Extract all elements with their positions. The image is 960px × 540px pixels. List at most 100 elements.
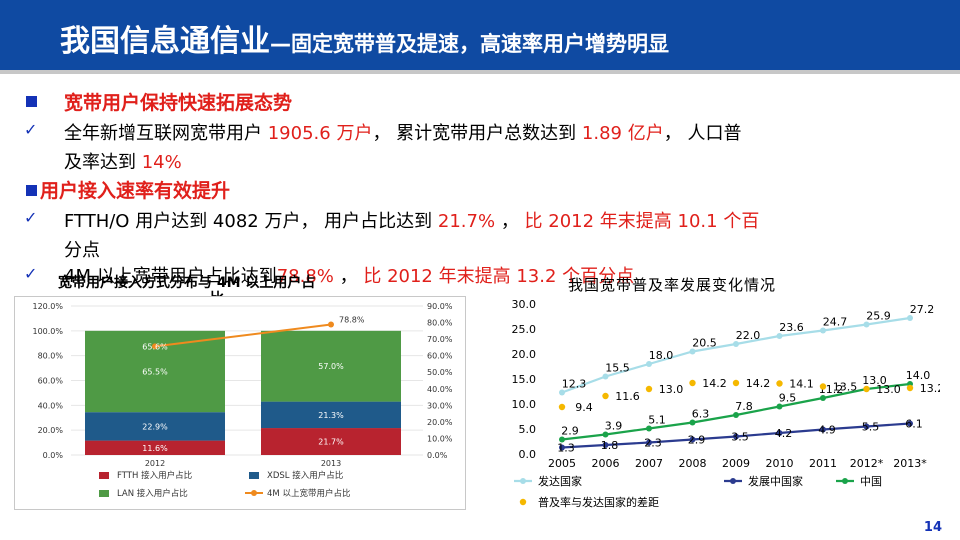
right-chart-title: 我国宽带普及率发展变化情况 bbox=[568, 276, 777, 294]
bullet-text-4m: 4M 以上宽带用户占比达到78.8% ， 比 2012 年末提高 13.2 个百… bbox=[64, 262, 634, 288]
x-tick-label: 2008 bbox=[679, 457, 707, 470]
data-label: 4.2 bbox=[775, 427, 793, 440]
series-point bbox=[646, 361, 652, 367]
highlight-total-users: 1.89 亿户 bbox=[581, 123, 664, 144]
gap-label: 13.5 bbox=[833, 381, 858, 394]
line-4m-point bbox=[152, 343, 158, 350]
data-label: 6.1 bbox=[905, 418, 923, 431]
highlight-penetration: 14% bbox=[141, 152, 182, 173]
legend-label: LAN 接入用户占比 bbox=[117, 488, 188, 499]
check-bullet-icon: ✓ bbox=[24, 208, 38, 227]
bullet-text-penetration: 及率达到 14% bbox=[64, 148, 182, 174]
page-number: 14 bbox=[923, 520, 942, 535]
x-tick-label: 2012* bbox=[850, 457, 884, 470]
line-4m-point bbox=[328, 321, 334, 328]
y2-tick-label: 10.0% bbox=[427, 434, 453, 443]
bullet-text-ftth: FTTH/O 用户达到 4082 万户， 用户占比达到 21.7% ， 比 20… bbox=[64, 207, 759, 233]
bar-value-label: 11.6% bbox=[142, 444, 168, 453]
gap-label: 14.1 bbox=[789, 378, 814, 391]
y-tick-label: 20.0% bbox=[38, 426, 64, 435]
series-point bbox=[863, 321, 870, 328]
series-point bbox=[820, 426, 826, 433]
line-4m-label: 65.6% bbox=[142, 342, 168, 351]
gap-point bbox=[776, 380, 783, 387]
highlight-new-users: 1905.6 万户 bbox=[267, 123, 373, 144]
gap-label: 14.2 bbox=[702, 377, 727, 390]
bullet-heading-speed: 用户接入速率有效提升 bbox=[40, 180, 231, 202]
series-point bbox=[602, 442, 609, 448]
data-label: 25.9 bbox=[866, 310, 891, 323]
gap-label: 9.4 bbox=[575, 401, 593, 414]
text-segment: 4M 以上宽带用户占比达到 bbox=[64, 266, 277, 287]
legend-label: 普及率与发达国家的差距 bbox=[538, 495, 659, 509]
legend-swatch-dot bbox=[842, 478, 848, 484]
x-tick-label: 2009 bbox=[722, 457, 750, 470]
bar-value-label: 22.9% bbox=[142, 422, 168, 431]
legend-label: 中国 bbox=[860, 475, 882, 488]
data-label: 14.0 bbox=[906, 369, 931, 382]
series-point bbox=[907, 420, 913, 427]
legend-label: FTTH 接入用户占比 bbox=[117, 470, 192, 481]
series-point bbox=[559, 436, 565, 443]
penetration-trend-chart: 0.0 5.0 10.0 15.0 20.0 25.0 30.0 2005 2006 2007 20… bbox=[500, 294, 945, 512]
highlight-ftth-share: 21.7% bbox=[437, 211, 496, 232]
left-chart-title: 宽带用户接入方式分布与 4M 以上用户占 bbox=[58, 275, 316, 291]
data-label: 3.9 bbox=[605, 420, 623, 433]
slide-subtitle: —固定宽带普及提速，高速率用户增势明显 bbox=[270, 32, 669, 56]
y-tick-label: 0.0% bbox=[43, 451, 64, 460]
data-label: 2.3 bbox=[644, 437, 662, 450]
highlight-4m-share: 78.8% bbox=[276, 266, 334, 287]
data-label: 24.7 bbox=[823, 316, 848, 329]
bullet-heading-broadband-growth: 宽带用户保持快速拓展态势 bbox=[64, 92, 293, 114]
gap-label: 11.6 bbox=[615, 390, 640, 403]
data-label: 2.9 bbox=[561, 425, 579, 438]
highlight-ftth-increase: 比 2012 年末提高 10.1 个百 bbox=[518, 211, 760, 232]
text-segment: 全年新增互联网宽带用户 bbox=[64, 123, 268, 144]
data-label: 9.5 bbox=[779, 392, 797, 405]
gap-label: 14.2 bbox=[746, 377, 771, 390]
legend-swatch-dot bbox=[251, 490, 257, 496]
gap-point bbox=[645, 385, 653, 393]
gap-point bbox=[558, 403, 566, 411]
penetration-trend-svg: 0.0 5.0 10.0 15.0 20.0 25.0 30.0 2005 2006 2007 20… bbox=[512, 298, 945, 509]
y2-tick-label: 20.0% bbox=[427, 418, 453, 427]
data-label: 4.9 bbox=[818, 424, 836, 437]
bar-value-label: 57.0% bbox=[318, 362, 344, 371]
x-tick-label: 2006 bbox=[592, 457, 620, 470]
y2-tick-label: 30.0% bbox=[427, 401, 453, 410]
gap-label: 13.0 bbox=[876, 383, 901, 396]
data-label: 22.0 bbox=[736, 329, 761, 342]
y-tick-label: 25.0 bbox=[512, 323, 537, 336]
series-point bbox=[733, 341, 739, 347]
data-label: 5.5 bbox=[862, 421, 880, 434]
text-segment: ， bbox=[495, 211, 519, 232]
data-label: 7.8 bbox=[735, 400, 753, 413]
data-label: 20.5 bbox=[692, 337, 717, 350]
gap-point bbox=[863, 385, 870, 393]
series-point bbox=[689, 348, 696, 355]
bar-segment bbox=[261, 428, 401, 455]
x-tick-label: 2013* bbox=[893, 457, 927, 470]
series-point bbox=[776, 333, 783, 339]
bar-segment bbox=[85, 412, 225, 441]
series-point bbox=[776, 403, 783, 410]
x-tick-label: 2011 bbox=[809, 457, 837, 470]
bar-segment bbox=[261, 401, 401, 429]
data-label: 5.1 bbox=[648, 414, 666, 427]
bullet-text-new-users: 全年新增互联网宽带用户 1905.6 万户， 累计宽带用户总数达到 1.89 亿… bbox=[64, 119, 741, 145]
text-segment: ， 人口普 bbox=[663, 123, 742, 144]
line-4m-series bbox=[154, 323, 332, 348]
series-point bbox=[602, 431, 609, 438]
access-distribution-svg: 0.0% 20.0% 40.0% 60.0% 80.0% 100.0% 120.0% 0.0%… bbox=[32, 302, 453, 499]
y-tick-label: 0.0 bbox=[519, 448, 537, 461]
series-point bbox=[733, 433, 739, 440]
legend-label: 发达国家 bbox=[538, 474, 582, 488]
line-4m-label: 78.8% bbox=[339, 316, 365, 325]
check-bullet-icon: ✓ bbox=[24, 120, 38, 139]
legend-label: XDSL 接入用户占比 bbox=[267, 470, 343, 481]
series-point bbox=[733, 412, 739, 418]
x-tick-label: 2012 bbox=[145, 459, 165, 468]
data-label: 15.5 bbox=[605, 362, 630, 375]
text-segment: ， 累计宽带用户总数达到 bbox=[372, 123, 582, 144]
y-tick-label: 30.0 bbox=[512, 298, 537, 311]
